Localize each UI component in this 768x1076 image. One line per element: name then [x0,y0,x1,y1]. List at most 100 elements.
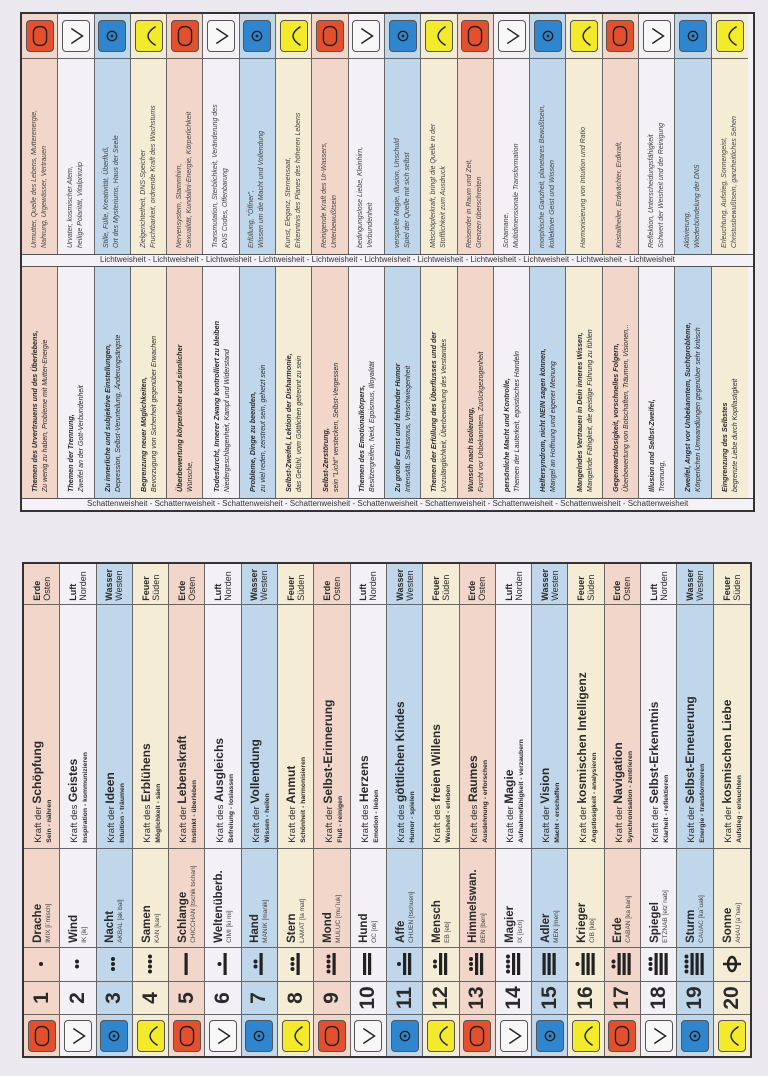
light-row: Aktivierung, Wiederbündelung der DNS [675,14,712,254]
light-detail: kollektiver Geist und Wissen [548,160,556,248]
kraft-title: Geistes [66,758,81,803]
maya-name: CIMI [ki mi] [226,910,234,943]
light-detail: Spiel der Quelle mit sich selbst [403,152,411,248]
day-sign-row: 7 Hand MANIK [manik] Kraft der Vollendung Wi… [241,564,279,1056]
day-sign-glyph-icon [100,1019,129,1052]
shadow-theme: Wunsch nach Isolierung, [465,407,475,492]
shadow-theme: Gegenwartslosigkeit, vorschnelles Folger… [610,343,620,492]
sign-number: 20 [713,980,750,1015]
light-detail: Multidimensionale Transformation [512,143,520,248]
direction: Süden [295,574,306,601]
light-theme: Urvater, kosmischer Atem, [66,166,74,248]
direction: Süden [150,574,161,601]
day-sign-row: 19 Sturm CAUAC [ka´uak] Kraft der Selbst-Er… [677,564,714,1056]
kraft-prefix: Kraft der [250,806,262,843]
sign-number: 16 [568,980,604,1015]
day-sign-glyph-icon [461,20,490,52]
element: Wasser [104,569,115,601]
sign-name: Drache [31,903,44,943]
light-detail: Christusbewußtsein, ganzheitliches Sehen [730,116,738,248]
light-detail: Erkenntnis des Planes des höheren Lebens [294,112,302,248]
direction: Westen [259,570,270,601]
kraft-title: Schöpfung [30,740,45,804]
sign-name: Schlange [176,891,189,943]
light-detail: Sexualität, Kundalini-Energie, Körperlic… [185,111,193,248]
day-sign-glyph-icon [170,20,199,52]
keywords: Ausdehnung - erforschen [481,760,489,843]
day-sign-glyph-icon [136,1019,165,1052]
shadow-row: Mangelndes Vertrauen in Dein inneres Wis… [566,267,603,498]
kraft-prefix: Kraft der [323,806,335,843]
shadow-detail: Mangelnde Fähigkeit, die geistige Führun… [586,329,594,492]
keywords: Aufnahmefähigkeit - verzaubern [518,739,525,843]
direction: Osten [622,576,633,601]
sign-name: Affe [394,920,407,943]
day-sign-row: 3 Nacht AKBAL [ak bal] Kraft der Ideen Intui… [96,564,133,1056]
maya-numeral-icon [278,946,314,981]
direction: Osten [332,576,343,601]
direction: Osten [41,576,52,601]
shadow-row: Probleme, Dinge zu beenden, zu viel reden… [239,267,277,498]
day-sign-glyph-icon [207,20,236,52]
sign-name: Erde [612,917,625,943]
light-theme: Zielgerichtetheit, DNS-Speicher [139,149,147,248]
kraft-title: Selbst-Erkenntnis [647,701,662,804]
shadow-detail: das Gefühl, vom Göttlichen getrennt zu s… [296,355,304,492]
kraft-title: Raumes [465,755,480,803]
element: Wasser [539,569,550,601]
sign-name: Himmelswan. [467,869,480,943]
day-sign-glyph-icon [281,1019,310,1052]
shadow-row: Zu großer Ernst und fehlender Humor Inten… [384,267,422,498]
kraft-prefix: Kraft der [287,806,299,843]
shadow-detail: Themen der Lauterkeit, egoistisches Hand… [514,351,521,492]
keywords: Weisheit - erleben [445,784,453,843]
maya-name: IX [isch] [516,919,524,943]
sign-number: 6 [205,980,241,1015]
kraft-prefix: Kraft der [723,806,735,843]
sign-name: Samen [140,905,153,943]
keywords: Schönheit - harmonisieren [300,756,308,843]
light-row: Kunst, Eleganz, Sternensaat, Erkenntnis d… [276,14,313,254]
shadow-row: Themen der Erfüllung des Überflusses und… [421,267,458,498]
element: Luft [67,583,78,601]
element: Feuer [285,576,296,601]
shadow-theme: Zu innerliche und subjektive Einstellung… [102,343,112,492]
day-sign-row: 9 Mond MULUC [mu´luk] Kraft der Selbst-Erin… [314,564,351,1056]
shadow-row: Überbewertung körperlicher und sinnliche… [167,267,204,498]
light-row: Urmutter, Quelle des Lebens, Mutterenerg… [22,14,59,254]
shadow-theme: Selbst-Zerstörung, [320,428,330,492]
sign-name: Spiegel [648,902,661,943]
kraft-prefix: Kraft des [468,804,480,843]
shadow-theme: Zu großer Ernst und fehlender Humor [393,363,403,492]
sign-name: Weltenüberb. [213,870,226,943]
day-sign-row: 2 Wind IK [ik] Kraft des Geistes Inspiration… [60,564,97,1056]
maya-name: EB [eb] [443,921,451,943]
kraft-prefix: Kraft der [105,806,117,843]
element: Feuer [721,576,732,601]
element: Erde [322,580,333,601]
shadow-theme: Themen des Emotionalkörpers, [356,384,366,492]
day-sign-row: 18 Spiegel ETZNAB [etz´nab] Kraft der Selbs… [641,564,678,1056]
shadow-theme: Selbst-Zweifel, Lektion der Disharmonie, [284,353,294,492]
light-detail: Stofflichkeit zum Ausdruck [439,166,447,248]
light-row: bedingungslose Liebe, Kleinhirn, Verbunde… [348,14,385,254]
light-row: Transmutation, Sterblichkeit, Veränderun… [203,14,240,254]
sign-number: 7 [241,980,278,1015]
light-theme: Kunst, Eleganz, Sternensaat, [284,157,292,248]
day-sign-glyph-icon [570,20,599,52]
kraft-prefix: Kraft des [359,804,371,843]
light-theme: Mitschöpferkraft, bringt die Quelle in d… [429,123,437,248]
light-wisdom-column: Urmutter, Quelle des Lebens, Mutterenerg… [22,14,753,254]
shadow-detail: zu viel reden, zerstreut sein, gehetzt s… [259,364,267,492]
keywords: Sein - nähren [46,799,54,843]
shadow-row: Wunsch nach Isolierung, Furcht vor Unbeka… [457,267,494,498]
day-sign-glyph-icon [316,20,345,52]
light-row: Harmonisierung von Intuition und Ratio [566,14,603,254]
direction: Westen [694,570,705,601]
direction: Norden [368,571,379,601]
day-sign-glyph-icon [642,20,671,52]
sign-number: 1 [24,980,60,1015]
day-signs-table: 1 Drache IMIX [i´misch] Kraft der Schöpfung… [22,562,752,1058]
light-theme: Urmutter, Quelle des Lebens, Mutterenerg… [30,109,38,248]
element: Erde [467,580,478,601]
